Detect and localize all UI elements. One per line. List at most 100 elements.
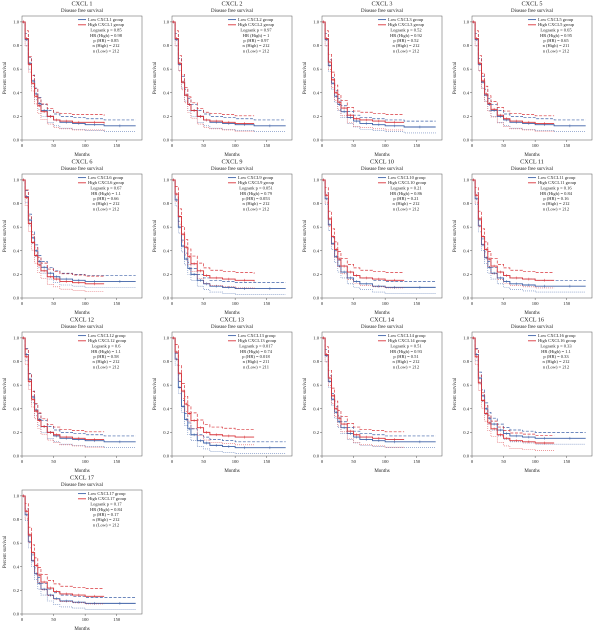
panel-subtitle: Disease free survival [511, 9, 554, 14]
y-tick-label: 0.8 [163, 43, 169, 48]
stat-line: n (High) = 212 [543, 201, 570, 206]
y-tick-label: 0.4 [313, 248, 319, 253]
y-axis-label: Percent survival [453, 61, 458, 94]
stat-line: p (HR) = 0.85 [93, 38, 119, 43]
ci-upper-line [22, 21, 136, 121]
y-tick-label: 0.8 [163, 201, 169, 206]
stat-line: Logrank p = 0.51 [390, 344, 421, 349]
y-tick-label: 0.8 [313, 201, 319, 206]
stat-line: p (HR) = 0.52 [393, 38, 418, 43]
x-tick-label: 0 [171, 301, 174, 306]
x-tick-label: 100 [82, 301, 90, 306]
stat-line: p (HR) = 0.16 [543, 196, 569, 201]
legend-label: High CXCL14 group [388, 338, 427, 343]
plot-frame [321, 331, 443, 457]
y-tick-label: 0.0 [463, 296, 469, 301]
y-tick-label: 0.4 [313, 406, 319, 411]
x-tick-label: 0 [171, 459, 174, 464]
x-tick-label: 0 [21, 617, 24, 622]
legend-label: High CXCL5 group [538, 22, 575, 27]
y-axis-label: Percent survival [3, 219, 8, 252]
stat-line: HR (High) = 0.95 [540, 33, 573, 38]
panel-title: CXCL 13 [220, 317, 244, 324]
survival-curve [322, 179, 405, 281]
ci-upper-line [322, 21, 436, 122]
survival-curve [22, 21, 105, 124]
panel-subtitle: Disease free survival [511, 167, 554, 172]
x-axis-label: Months [74, 469, 89, 474]
stat-line: n (High) = 212 [393, 43, 420, 48]
panel-title: CXCL 3 [372, 1, 393, 8]
legend-label: High CXCL9 group [238, 180, 275, 185]
y-tick-label: 1.0 [13, 20, 19, 25]
x-tick-label: 0 [21, 143, 24, 148]
stat-line: n (Low) = 212 [93, 48, 119, 53]
x-tick-label: 100 [232, 459, 240, 464]
y-tick-label: 0.8 [13, 43, 19, 48]
ci-lower-line [472, 337, 555, 451]
x-tick-label: 100 [82, 143, 90, 148]
y-tick-label: 1.0 [13, 494, 19, 499]
x-axis-label: Months [524, 469, 539, 474]
plot-frame [471, 15, 593, 141]
ci-lower-line [172, 21, 255, 132]
y-tick-label: 0.2 [163, 114, 169, 119]
survival-curve [172, 337, 286, 449]
panel-title: CXCL 10 [370, 159, 394, 166]
stat-line: n (High) = 211 [543, 43, 570, 48]
y-tick-label: 0.4 [463, 90, 469, 95]
y-tick-label: 0.0 [13, 138, 19, 143]
ci-lower-line [472, 21, 586, 133]
legend-label: Low CXCL14 group [388, 333, 426, 338]
y-tick-label: 0.6 [13, 225, 19, 230]
ci-lower-line [22, 21, 105, 132]
stat-line: n (High) = 212 [93, 201, 120, 206]
y-tick-label: 1.0 [13, 336, 19, 341]
y-tick-label: 0.4 [463, 248, 469, 253]
stat-line: HR (High) = 1 [243, 33, 269, 38]
stat-line: p (HR) = 0.66 [93, 196, 119, 201]
x-tick-label: 150 [563, 459, 571, 464]
ci-upper-line [22, 337, 136, 437]
legend-label: Low CXCL5 group [538, 17, 574, 22]
x-tick-label: 150 [113, 301, 121, 306]
panel-title: CXCL 2 [222, 1, 243, 8]
legend-label: Low CXCL12 group [88, 333, 126, 338]
legend-label: Low CXCL3 group [388, 17, 424, 22]
legend-label: Low CXCL11 group [538, 175, 576, 180]
x-tick-label: 50 [201, 301, 206, 306]
survival-curve [472, 179, 555, 281]
panel-title: CXCL 14 [370, 317, 394, 324]
stat-line: n (High) = 212 [243, 43, 270, 48]
x-tick-label: 150 [413, 143, 421, 148]
y-tick-label: 0.4 [163, 406, 169, 411]
y-tick-label: 1.0 [463, 20, 469, 25]
ci-lower-line [22, 495, 105, 605]
x-tick-label: 0 [321, 143, 324, 148]
y-axis-label: Percent survival [303, 61, 308, 94]
legend-label: Low CXCL1 group [88, 17, 124, 22]
panel-subtitle: Disease free survival [61, 9, 104, 14]
ci-lower-line [22, 337, 105, 448]
legend-label: Low CXCL2 group [238, 17, 274, 22]
legend-label: Low CXCL16 group [538, 333, 576, 338]
panel-subtitle: Disease free survival [361, 325, 404, 330]
legend-label: High CXCL1 group [88, 22, 125, 27]
y-tick-label: 0.6 [163, 67, 169, 72]
x-tick-label: 0 [471, 143, 474, 148]
y-tick-label: 0.4 [13, 248, 19, 253]
survival-curve [172, 179, 255, 282]
x-tick-label: 0 [471, 301, 474, 306]
stat-line: p (HR) = 0.97 [243, 38, 269, 43]
x-tick-label: 100 [382, 301, 390, 306]
x-tick-label: 50 [351, 301, 356, 306]
stat-line: HR (High) = 1.1 [91, 191, 121, 196]
plot-frame [171, 173, 293, 299]
stat-line: n (Low) = 212 [393, 206, 419, 211]
x-tick-label: 150 [413, 459, 421, 464]
